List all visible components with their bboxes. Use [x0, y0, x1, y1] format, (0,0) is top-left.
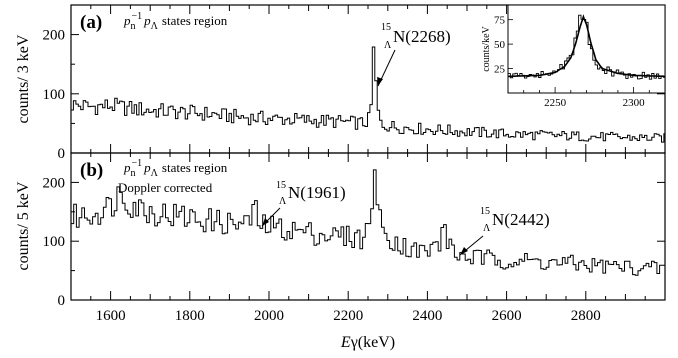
x-tick-label-1600: 1600 — [96, 308, 126, 324]
y-tick-label-b-0: 0 — [58, 293, 66, 309]
panel-b: 0 100 200 1600 1800 2000 2200 2400 2600 2800 (b)… — [15, 152, 666, 351]
inset-y-tick-label-25: 25 — [494, 64, 506, 76]
inset-fit-curve — [508, 14, 665, 78]
annotation-n2268-arrowhead — [377, 77, 383, 86]
inset-x-tick-label-2250: 2250 — [544, 97, 567, 109]
annotation-n2442-arrowhead — [460, 247, 468, 255]
inset-y-axis-label: counts/keV — [481, 25, 492, 71]
annotation-n2268-label: N(2268) — [393, 27, 451, 46]
y-tick-label-b-100: 100 — [43, 234, 66, 250]
y-tick-label-a-100: 100 — [43, 87, 66, 103]
x-tick-label-2200: 2200 — [333, 308, 363, 324]
panel-b-x-ticks: 1600 1800 2000 2200 2400 2600 2800 — [90, 153, 646, 324]
inset-y-tick-label-50: 50 — [494, 39, 506, 51]
annotation-n2442-label: N(2442) — [492, 210, 550, 229]
annotation-n2442: 15 Λ N(2442) — [459, 206, 550, 256]
panel-b-y-axis-label: counts/ 5 keV — [15, 181, 32, 270]
annotation-n2442-mass: 15 — [480, 206, 490, 217]
annotation-n2268: 15 Λ N(2268) — [377, 22, 451, 87]
y-tick-label-b-200: 200 — [43, 175, 66, 191]
annotation-n2442-hyperon: Λ — [483, 223, 491, 234]
annotation-n1961-arrowhead — [262, 218, 269, 226]
panel-b-y-ticks: 0 100 200 — [43, 152, 665, 309]
panel-a-spectrum-line — [71, 46, 665, 143]
panel-a-title: pn−1 pΛ states region — [123, 11, 228, 32]
annotation-n2268-hyperon: Λ — [384, 40, 392, 51]
x-tick-label-2000: 2000 — [254, 308, 284, 324]
panel-b-label: (b) — [80, 160, 103, 181]
panel-b-spectrum-line — [71, 169, 665, 276]
panel-a-label: (a) — [80, 12, 102, 33]
panel-b-frame — [70, 152, 666, 301]
inset: 25 50 75 2250 2300 counts/keV — [481, 4, 666, 109]
inset-x-ticks: 2250 2300 — [523, 87, 650, 109]
annotation-n1961-label: N(1961) — [288, 183, 346, 202]
panel-a-x-ticks — [90, 5, 646, 153]
annotation-n2268-mass: 15 — [381, 22, 391, 33]
x-tick-label-1800: 1800 — [175, 308, 205, 324]
annotation-n1961-mass: 15 — [276, 180, 286, 191]
x-tick-label-2400: 2400 — [412, 308, 442, 324]
inset-y-ticks: 25 50 75 — [494, 15, 513, 76]
inset-x-tick-label-2300: 2300 — [623, 97, 646, 109]
panel-a: 0 100 200 (a) pn−1 pΛ states region counts/ … — [15, 4, 666, 162]
panel-a-y-ticks: 0 100 200 — [43, 4, 665, 162]
x-tick-label-2600: 2600 — [492, 308, 522, 324]
panel-b-title: pn−1 pΛ states region — [123, 158, 228, 179]
inset-histogram — [508, 14, 665, 80]
y-tick-label-a-200: 200 — [43, 28, 66, 44]
annotation-n1961: 15 Λ N(1961) — [261, 180, 346, 227]
inset-frame — [507, 4, 666, 94]
x-tick-label-2800: 2800 — [571, 308, 601, 324]
annotation-n1961-hyperon: Λ — [279, 196, 287, 207]
x-axis-label: Eγ(keV) — [340, 334, 395, 351]
panel-a-y-axis-label: counts/ 3 keV — [15, 34, 32, 123]
inset-y-tick-label-75: 75 — [494, 15, 506, 27]
panel-b-subtitle: Doppler corrected — [118, 180, 213, 195]
y-tick-label-a-0: 0 — [58, 146, 66, 162]
